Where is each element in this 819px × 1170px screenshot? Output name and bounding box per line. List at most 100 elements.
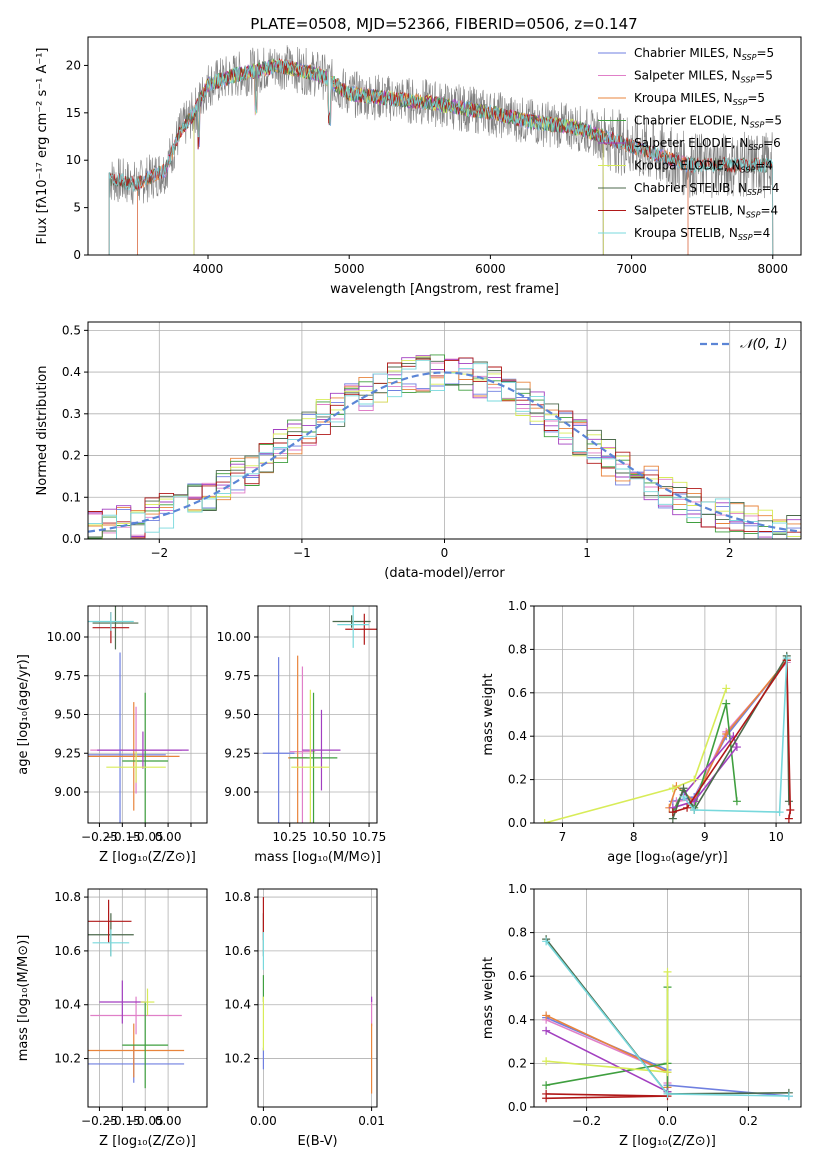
legend-label: Kroupa MILES, NSSP=5	[634, 91, 765, 107]
panel-mass_vs_EBV: 0.00 0.01 10.2 10.4 10.6 10.8 E(B-V)	[224, 888, 385, 1149]
y-tick-label: 10.8	[54, 890, 81, 904]
x-tick-label: −0.2	[572, 1114, 601, 1128]
x-tick-label: −0.15	[104, 1114, 141, 1128]
y-axis-label: Normed distribution	[35, 366, 50, 496]
y-tick-label: 0.3	[62, 407, 81, 421]
y-axis-label: mass weight	[481, 673, 496, 755]
x-tick-label: 0.00	[250, 1114, 277, 1128]
weight-point	[663, 1068, 672, 1077]
weight-line-kroupa-stelib	[682, 658, 788, 813]
legend-label: Kroupa ELODIE, NSSP=4	[634, 159, 773, 175]
y-tick-label: 0.2	[508, 773, 527, 787]
y-tick-label: 9.00	[224, 785, 251, 799]
x-tick-label: −0.05	[127, 1114, 164, 1128]
axes-frame	[533, 605, 802, 824]
x-tick-label: 7000	[616, 262, 647, 276]
panel-weight_vs_age: 7 8 9 10 0.0 0.2 0.4 0.6 0.8 1.0 age [log₁₀(age/yr…	[481, 599, 802, 865]
panel-weight_vs_Z: −0.2 0.0 0.2 0.0 0.2 0.4 0.6 0.8 1.0 Z [log₁₀(Z/Z…	[481, 882, 802, 1149]
plot-area	[88, 889, 207, 1107]
y-tick-label: 0.4	[62, 365, 81, 379]
y-tick-label: 0.8	[508, 642, 527, 656]
weight-line-salpeter-elodie	[545, 1029, 668, 1093]
y-axis-label: mass [log₁₀(M/M⊙)]	[16, 935, 31, 1062]
y-tick-label: 0	[73, 248, 81, 262]
x-axis-label: (data-model)/error	[384, 566, 505, 581]
weight-point	[782, 654, 791, 663]
weight-point	[542, 1081, 551, 1090]
weight-point	[732, 743, 741, 752]
x-tick-label: 10.75	[352, 830, 386, 844]
y-tick-label: 0.1	[62, 490, 81, 504]
y-axis-label: age [log₁₀(age/yr)]	[16, 654, 31, 775]
x-tick-label: −0.15	[104, 830, 141, 844]
weight-point	[732, 797, 741, 806]
y-tick-label: 0.2	[62, 449, 81, 463]
x-tick-label: 0	[441, 546, 449, 560]
y-tick-label: 10.4	[224, 998, 251, 1012]
y-axis-label: mass weight	[481, 957, 496, 1039]
legend-label: 𝒩(0, 1)	[740, 337, 787, 352]
x-tick-label: 9	[701, 830, 709, 844]
y-tick-label: 10.2	[224, 1052, 251, 1066]
x-tick-label: −2	[150, 546, 168, 560]
x-tick-label: −0.05	[127, 830, 164, 844]
x-tick-label: 7	[559, 830, 567, 844]
x-axis-label: mass [log₁₀(M/M⊙)]	[254, 850, 381, 865]
weight-point	[784, 1092, 793, 1101]
x-axis-label: age [log₁₀(age/yr)]	[607, 850, 728, 865]
x-axis-label: Z [log₁₀(Z/Z⊙)]	[619, 1134, 716, 1149]
plot-area	[534, 889, 801, 1107]
y-tick-label: 0.4	[508, 729, 527, 743]
y-tick-label: 0.6	[508, 969, 527, 983]
plot-area	[108, 45, 774, 255]
plot-area	[88, 322, 801, 539]
x-axis-label: wavelength [Angstrom, rest frame]	[330, 282, 559, 297]
y-tick-label: 10.6	[54, 944, 81, 958]
y-tick-label: 0.8	[508, 926, 527, 940]
y-tick-label: 9.50	[224, 708, 251, 722]
y-tick-label: 10.2	[54, 1052, 81, 1066]
normal-curve	[88, 371, 801, 533]
y-tick-label: 1.0	[508, 599, 527, 613]
x-tick-label: 0.0	[658, 1114, 677, 1128]
x-tick-label: 0.00	[155, 830, 182, 844]
x-axis-label: Z [log₁₀(Z/Z⊙)]	[99, 850, 196, 865]
y-tick-label: 10.4	[54, 998, 81, 1012]
y-tick-label: 0.5	[62, 323, 81, 337]
x-tick-label: 2	[726, 546, 734, 560]
panel-mass_vs_Z: −0.25−0.15−0.050.00 10.2 10.4 10.6 10.8 Z [lo…	[16, 888, 208, 1149]
weight-point	[668, 784, 677, 793]
weight-point	[784, 797, 793, 806]
weight-point	[663, 967, 672, 976]
histogram-kroupa-stelib	[88, 359, 801, 539]
weight-point	[722, 684, 731, 693]
y-tick-label: 10	[66, 153, 81, 167]
y-tick-label: 0.6	[508, 686, 527, 700]
x-tick-label: 6000	[475, 262, 506, 276]
y-tick-label: 10.8	[224, 890, 251, 904]
weight-point	[722, 699, 731, 708]
weight-point	[775, 808, 784, 817]
axes-frame	[257, 888, 378, 1108]
model-spectrum-kroupa-stelib	[108, 59, 774, 255]
weight-point	[690, 775, 699, 784]
weight-point	[542, 1089, 551, 1098]
y-tick-label: 0.0	[62, 532, 81, 546]
legend-label: Kroupa STELIB, NSSP=4	[634, 226, 770, 242]
y-tick-label: 5	[73, 201, 81, 215]
histogram-salpeter-miles	[88, 358, 801, 539]
weight-point	[690, 805, 699, 814]
weight-point	[663, 1089, 672, 1098]
legend-label: Salpeter MILES, NSSP=5	[634, 69, 773, 85]
x-tick-label: −0.25	[81, 830, 118, 844]
x-axis-label: E(B-V)	[297, 1134, 337, 1149]
legend-label: Chabrier ELODIE, NSSP=5	[634, 114, 782, 130]
y-tick-label: 0.0	[508, 1100, 527, 1114]
x-tick-label: 0.2	[739, 1114, 758, 1128]
y-tick-label: 0.4	[508, 1013, 527, 1027]
y-tick-label: 15	[66, 106, 81, 120]
plot-area	[258, 606, 377, 823]
figure-title: PLATE=0508, MJD=52366, FIBERID=0506, z=0…	[250, 15, 637, 33]
y-tick-label: 0.0	[508, 816, 527, 830]
weight-point	[540, 819, 549, 823]
